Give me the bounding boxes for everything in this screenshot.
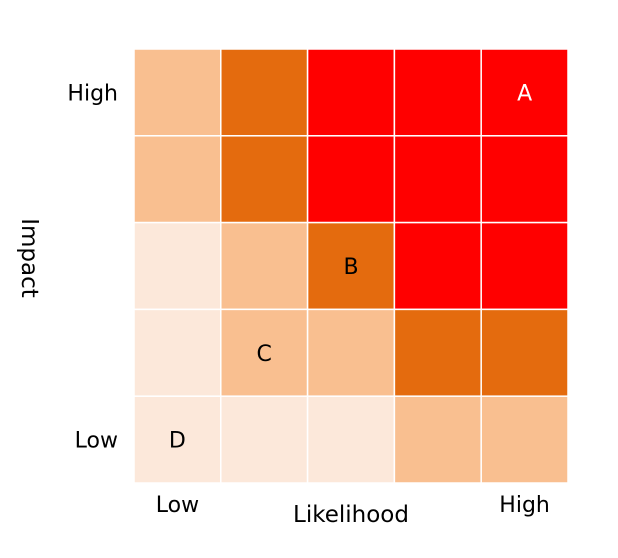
- heatmap-cell: [393, 395, 482, 484]
- heatmap-cell: [133, 48, 222, 137]
- annotation-label-a: A: [517, 81, 532, 106]
- heatmap-cell: [306, 48, 396, 137]
- heatmap-cell: [480, 221, 569, 311]
- x-tick-label: High: [499, 493, 550, 518]
- heatmap-cell: [220, 308, 309, 397]
- x-axis-ticks: Low High: [156, 493, 550, 518]
- y-tick-label: High: [67, 81, 118, 106]
- heatmap-cell: [220, 221, 309, 311]
- heatmap-cell: [480, 395, 569, 484]
- heatmap-cells: [133, 48, 569, 484]
- annotation-label-c: C: [257, 342, 272, 367]
- heatmap-cell: [220, 48, 309, 137]
- annotation-label-d: D: [169, 429, 186, 454]
- heatmap-cell: [133, 221, 222, 311]
- y-axis-label: Impact: [16, 218, 42, 298]
- cell-annotations: A B C D: [169, 81, 532, 453]
- y-axis-ticks: High Low: [67, 81, 118, 453]
- heatmap-cell: [306, 135, 396, 224]
- heatmap-cell: [220, 395, 309, 484]
- heatmap-cell: [220, 135, 309, 224]
- heatmap-cell: [393, 308, 482, 397]
- heatmap-cell: [133, 135, 222, 224]
- y-tick-label: Low: [75, 429, 118, 454]
- heatmap-cell: [480, 135, 569, 224]
- heatmap-cell: [306, 308, 396, 397]
- heatmap-cell: [393, 48, 482, 137]
- heatmap-cell: [133, 308, 222, 397]
- heatmap-cell: [393, 221, 482, 311]
- heatmap-cell: [393, 135, 482, 224]
- heatmap-cell: [480, 308, 569, 397]
- heatmap-cell: [133, 395, 222, 484]
- x-axis-label: Likelihood: [293, 502, 409, 528]
- x-tick-label: Low: [156, 493, 199, 518]
- annotation-label-b: B: [343, 255, 358, 280]
- heatmap-cell: [306, 395, 396, 484]
